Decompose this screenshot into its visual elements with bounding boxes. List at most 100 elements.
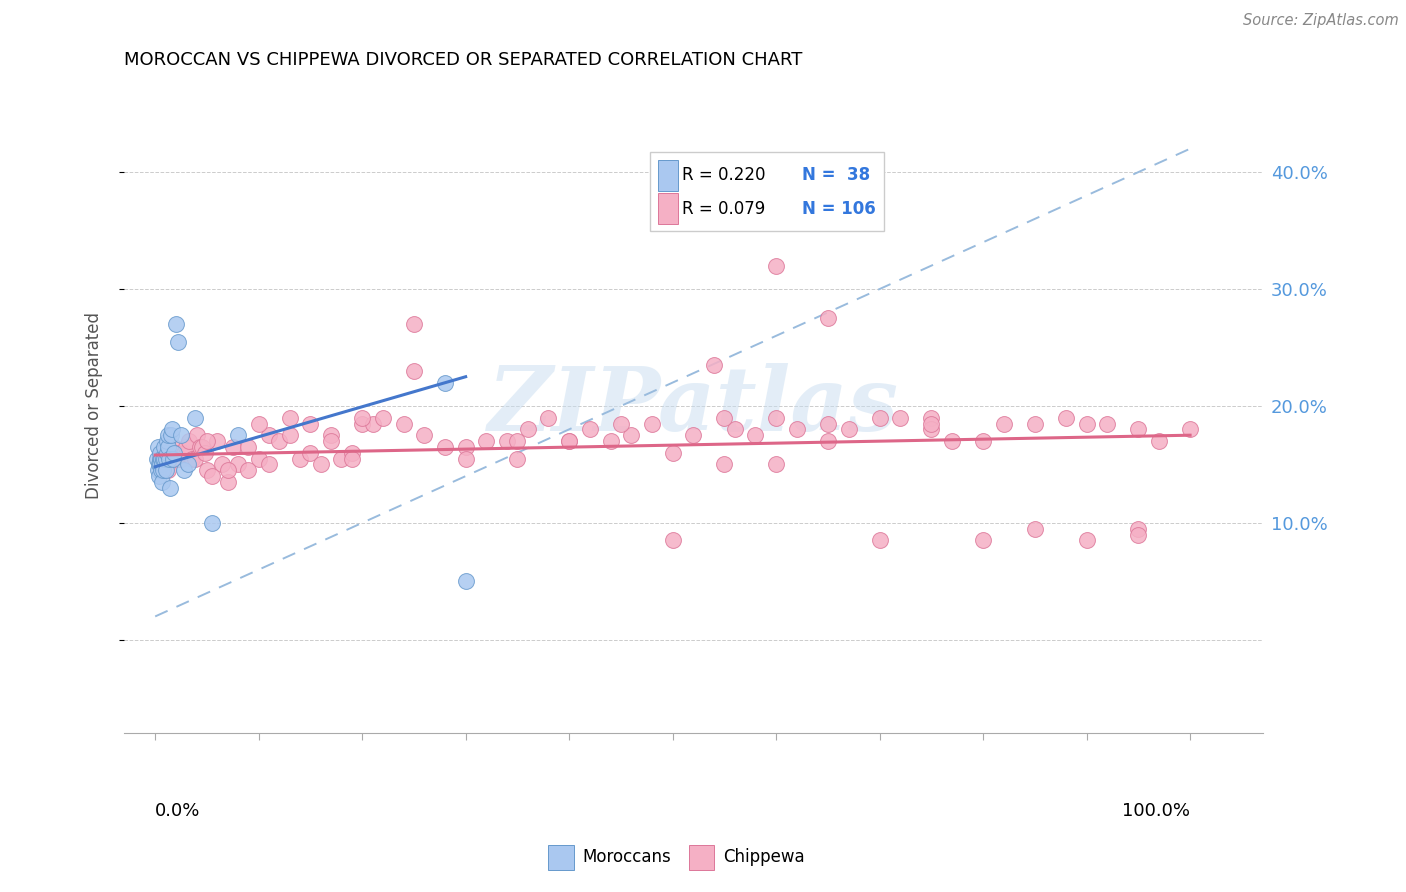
Point — [496, 434, 519, 448]
Point — [352, 410, 374, 425]
Point — [247, 451, 270, 466]
Point — [217, 463, 239, 477]
Point — [167, 334, 190, 349]
Point — [920, 417, 942, 431]
Point — [162, 451, 184, 466]
Point — [174, 440, 197, 454]
Text: R = 0.079: R = 0.079 — [682, 200, 766, 218]
Point — [278, 428, 301, 442]
Point — [153, 451, 176, 466]
Point — [1128, 422, 1150, 436]
Point — [352, 417, 374, 431]
Point — [170, 451, 193, 466]
Point — [682, 428, 704, 442]
Point — [201, 469, 224, 483]
Point — [972, 434, 994, 448]
Point — [558, 434, 581, 448]
Point — [155, 463, 177, 477]
Point — [148, 440, 170, 454]
Point — [321, 428, 343, 442]
Point — [150, 463, 173, 477]
Point — [179, 434, 201, 448]
Point — [516, 422, 538, 436]
Point — [1024, 522, 1046, 536]
Text: ZIPatlas: ZIPatlas — [488, 363, 898, 450]
Point — [1054, 410, 1077, 425]
Point — [1128, 522, 1150, 536]
Point — [641, 417, 664, 431]
Point — [207, 434, 229, 448]
Point — [1097, 417, 1119, 431]
Point — [148, 458, 170, 472]
Point — [330, 451, 353, 466]
Point — [146, 451, 169, 466]
Point — [211, 458, 233, 472]
Point — [148, 463, 170, 477]
Point — [183, 410, 205, 425]
Point — [148, 469, 170, 483]
Point — [765, 259, 787, 273]
Point — [195, 463, 218, 477]
Point — [183, 451, 205, 466]
Point — [155, 451, 177, 466]
Point — [186, 428, 208, 442]
Point — [661, 446, 683, 460]
Point — [475, 434, 498, 448]
Point — [165, 446, 187, 460]
Point — [299, 446, 322, 460]
Point — [920, 422, 942, 436]
Point — [177, 458, 200, 472]
Point — [152, 463, 174, 477]
Point — [159, 451, 181, 466]
Point — [1128, 527, 1150, 541]
Point — [402, 364, 425, 378]
Point — [152, 458, 174, 472]
Point — [167, 451, 190, 466]
Point — [149, 451, 172, 466]
Point — [817, 434, 839, 448]
Text: N = 106: N = 106 — [803, 200, 876, 218]
Point — [226, 458, 249, 472]
Point — [238, 463, 260, 477]
Point — [340, 451, 363, 466]
Point — [156, 440, 179, 454]
Point — [238, 440, 260, 454]
Point — [620, 428, 643, 442]
Point — [217, 475, 239, 489]
Point — [163, 440, 186, 454]
Point — [149, 446, 172, 460]
Text: Chippewa: Chippewa — [723, 848, 804, 866]
Point — [160, 422, 183, 436]
Point — [163, 446, 186, 460]
Point — [201, 516, 224, 530]
Text: Source: ZipAtlas.com: Source: ZipAtlas.com — [1243, 13, 1399, 29]
Point — [1076, 417, 1098, 431]
Point — [299, 417, 322, 431]
Point — [288, 451, 311, 466]
Text: Moroccans: Moroccans — [582, 848, 671, 866]
Point — [413, 428, 436, 442]
Point — [159, 481, 181, 495]
Point — [278, 410, 301, 425]
Point — [433, 440, 456, 454]
Point — [222, 440, 245, 454]
Point — [153, 440, 176, 454]
Point — [152, 458, 174, 472]
Point — [173, 463, 195, 477]
Point — [817, 417, 839, 431]
Point — [579, 422, 602, 436]
Point — [155, 446, 177, 460]
Point — [972, 533, 994, 548]
Point — [537, 410, 560, 425]
Point — [703, 358, 725, 372]
Point — [392, 417, 415, 431]
Point — [195, 434, 218, 448]
Point — [156, 428, 179, 442]
Point — [371, 410, 394, 425]
Point — [173, 446, 195, 460]
Point — [170, 428, 193, 442]
Point — [920, 410, 942, 425]
Point — [156, 463, 179, 477]
Text: R = 0.220: R = 0.220 — [682, 167, 766, 185]
Point — [817, 311, 839, 326]
